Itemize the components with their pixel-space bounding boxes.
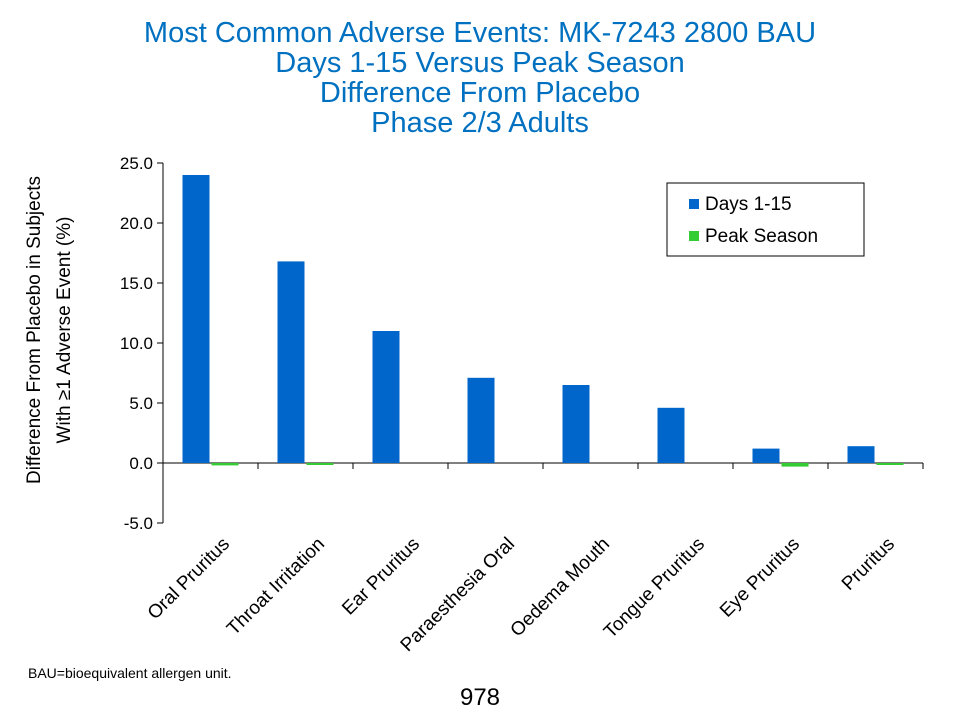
legend-swatch (689, 199, 699, 209)
title-line-3: Difference From Placebo (319, 77, 641, 109)
bar-peak-season (781, 463, 809, 467)
legend-box (666, 182, 865, 257)
chart-title: Most Common Adverse Events: MK-7243 2800… (0, 18, 960, 138)
page-number: 978 (459, 684, 501, 711)
x-category-label: Oral Pruritus (144, 534, 234, 624)
y-tick-label: 0.0 (129, 454, 153, 473)
legend-label: Peak Season (705, 226, 818, 247)
bar-days-1-15 (847, 446, 875, 463)
y-tick-label: 15.0 (120, 274, 153, 293)
bar-days-1-15 (752, 448, 780, 463)
bar-peak-season (211, 463, 239, 466)
bar-days-1-15 (182, 175, 210, 463)
x-category-label: Tongue Pruritus (600, 534, 709, 643)
x-category-label: Oedema Mouth (507, 534, 614, 641)
y-axis-label: With ≥1 Adverse Event (%) (54, 217, 75, 444)
y-axis-label: Difference From Placebo in Subjects (24, 176, 45, 484)
y-tick-label: 20.0 (120, 214, 153, 233)
x-category-label: Eye Pruritus (716, 534, 804, 622)
title-line-2: Days 1-15 Versus Peak Season (275, 47, 685, 79)
bar-days-1-15 (372, 331, 400, 463)
x-category-label: Pruritus (838, 534, 899, 595)
y-tick-label: 25.0 (120, 154, 153, 173)
x-category-label: Ear Pruritus (338, 534, 424, 620)
bar-days-1-15 (277, 261, 305, 463)
footnote: BAU=bioequivalent allergen unit. (28, 665, 232, 681)
bar-days-1-15 (562, 385, 590, 463)
x-category-label: Throat Irritation (223, 534, 329, 640)
y-tick-label: 10.0 (120, 334, 153, 353)
title-line-1: Most Common Adverse Events: MK-7243 2800… (143, 17, 817, 49)
legend-label: Days 1-15 (705, 194, 792, 215)
legend-swatch (689, 231, 699, 241)
bar-days-1-15 (467, 377, 495, 463)
bar-peak-season (876, 463, 904, 465)
y-tick-label: 5.0 (129, 394, 153, 413)
title-line-4: Phase 2/3 Adults (371, 107, 589, 139)
bar-days-1-15 (657, 407, 685, 463)
bar-peak-season (306, 463, 334, 465)
y-tick-label: -5.0 (124, 514, 153, 533)
